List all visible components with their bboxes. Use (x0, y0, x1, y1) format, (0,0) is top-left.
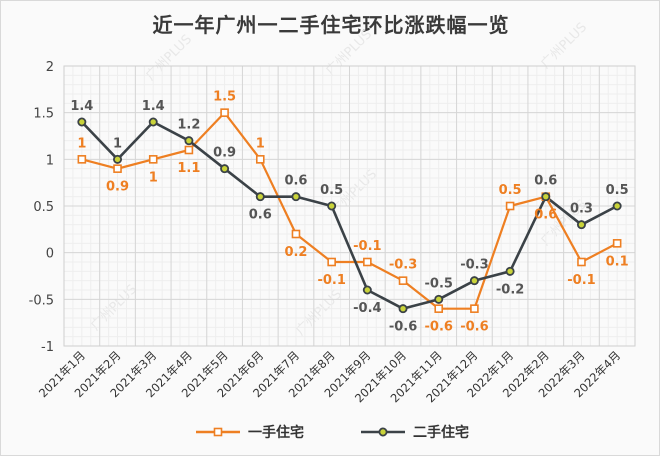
y-tick-label: 0 (46, 247, 54, 262)
y-tick-label: -1 (41, 340, 54, 355)
data-point (505, 266, 515, 276)
data-label: 1.2 (177, 118, 200, 133)
data-label: -0.2 (496, 282, 524, 297)
data-point (184, 145, 194, 155)
data-label: 0.9 (106, 180, 129, 195)
data-label: 1.5 (213, 90, 236, 105)
data-point (77, 155, 87, 164)
data-label: 1 (113, 136, 122, 151)
data-label: 0.3 (570, 202, 593, 217)
data-label: 0.6 (534, 208, 557, 223)
watermark-text: 广州PLUS (143, 32, 195, 84)
data-point (434, 294, 444, 304)
data-label: 1.4 (142, 99, 165, 114)
chart-title: 近一年广州一二手住宅环比涨跌幅一览 (152, 13, 510, 37)
data-point (398, 304, 408, 314)
data-point (327, 257, 336, 267)
data-label: -0.1 (353, 239, 381, 254)
data-point (541, 192, 551, 202)
data-label: -0.3 (389, 258, 417, 273)
y-tick-label: -0.5 (29, 293, 54, 308)
watermark-text: 广州PLUS (293, 287, 345, 339)
data-point (434, 304, 444, 313)
data-label: 1 (77, 136, 86, 151)
plot-border (63, 65, 636, 347)
data-point (612, 239, 622, 248)
data-point (220, 164, 230, 174)
data-label: -0.6 (425, 320, 453, 335)
data-label: -0.4 (353, 301, 381, 316)
data-point (398, 276, 408, 285)
data-label: -0.1 (567, 273, 595, 288)
data-label: -0.3 (460, 258, 488, 273)
y-tick-label: 1.5 (33, 107, 54, 122)
series-line (80, 120, 618, 310)
data-point (255, 155, 265, 164)
data-point (113, 154, 123, 164)
grid (63, 65, 636, 347)
data-label: 0.6 (284, 174, 307, 189)
data-label: -0.6 (389, 320, 417, 335)
watermark-text: 广州PLUS (538, 20, 590, 72)
legend-marker (378, 427, 388, 437)
data-point (470, 304, 479, 313)
data-label: 1 (149, 170, 158, 185)
y-tick-label: 2 (46, 60, 54, 75)
data-label: 0.9 (213, 146, 236, 161)
data-point (612, 201, 622, 211)
data-point (362, 285, 372, 295)
data-point (148, 155, 158, 164)
data-label: -0.6 (460, 320, 488, 335)
legend-label: 一手住宅 (248, 424, 304, 441)
data-label: -0.1 (317, 273, 345, 288)
data-label: 0.1 (606, 254, 629, 269)
series-line (81, 111, 618, 310)
legend: 一手住宅 二手住宅 (196, 424, 469, 441)
data-label: -0.5 (425, 276, 453, 291)
data-point (291, 192, 301, 202)
data-point (77, 117, 87, 127)
data-label: 0.6 (534, 174, 557, 189)
data-point (184, 136, 194, 146)
data-point (577, 257, 586, 267)
data-point (327, 201, 337, 211)
data-label: 0.5 (499, 183, 522, 198)
data-label: 0.5 (606, 183, 629, 198)
data-label: 1.4 (70, 99, 93, 114)
data-point (255, 192, 265, 202)
data-point (469, 276, 479, 286)
data-label: 0.5 (320, 183, 343, 198)
data-label: 1.1 (177, 161, 200, 176)
legend-marker (213, 427, 223, 437)
data-point (576, 220, 586, 230)
data-label: 1 (256, 136, 265, 151)
data-label: 0.6 (249, 208, 272, 223)
data-point (505, 201, 515, 211)
data-point (220, 108, 229, 117)
legend-label: 二手住宅 (413, 424, 469, 441)
y-tick-label: 0.5 (33, 200, 54, 215)
data-point (291, 229, 301, 239)
data-point (113, 164, 122, 173)
data-point (363, 257, 372, 267)
data-point (148, 117, 158, 127)
data-label: 0.2 (284, 245, 307, 260)
y-tick-label: 1 (46, 153, 54, 168)
